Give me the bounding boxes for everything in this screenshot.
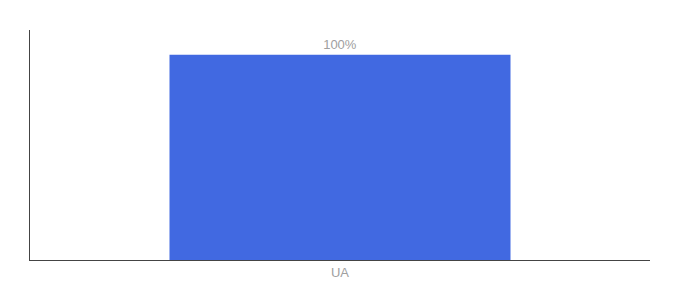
svg-text:100%: 100% — [323, 37, 357, 52]
svg-text:UA: UA — [331, 265, 349, 280]
